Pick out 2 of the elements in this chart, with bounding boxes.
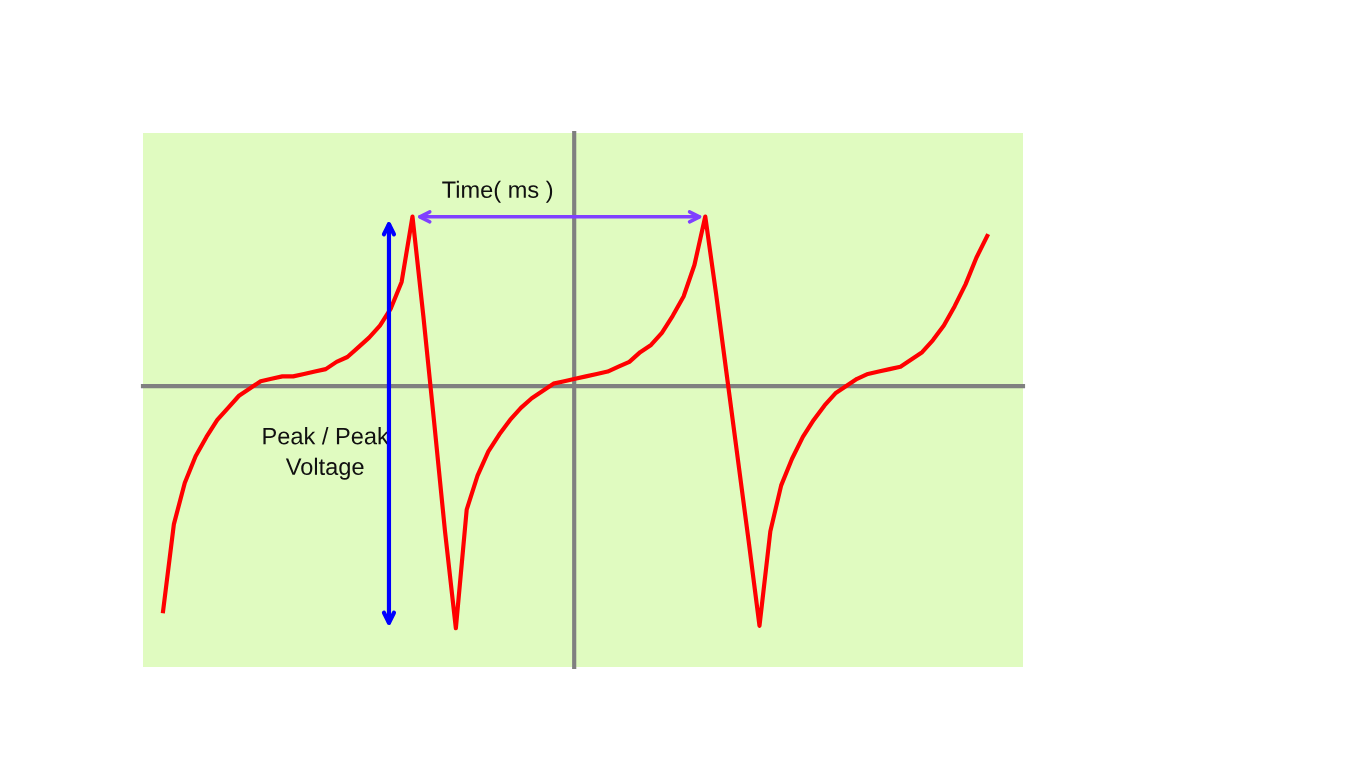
annotation: Peak / Peak Voltage [263,427,389,480]
text: Time( ms ) [442,180,553,203]
